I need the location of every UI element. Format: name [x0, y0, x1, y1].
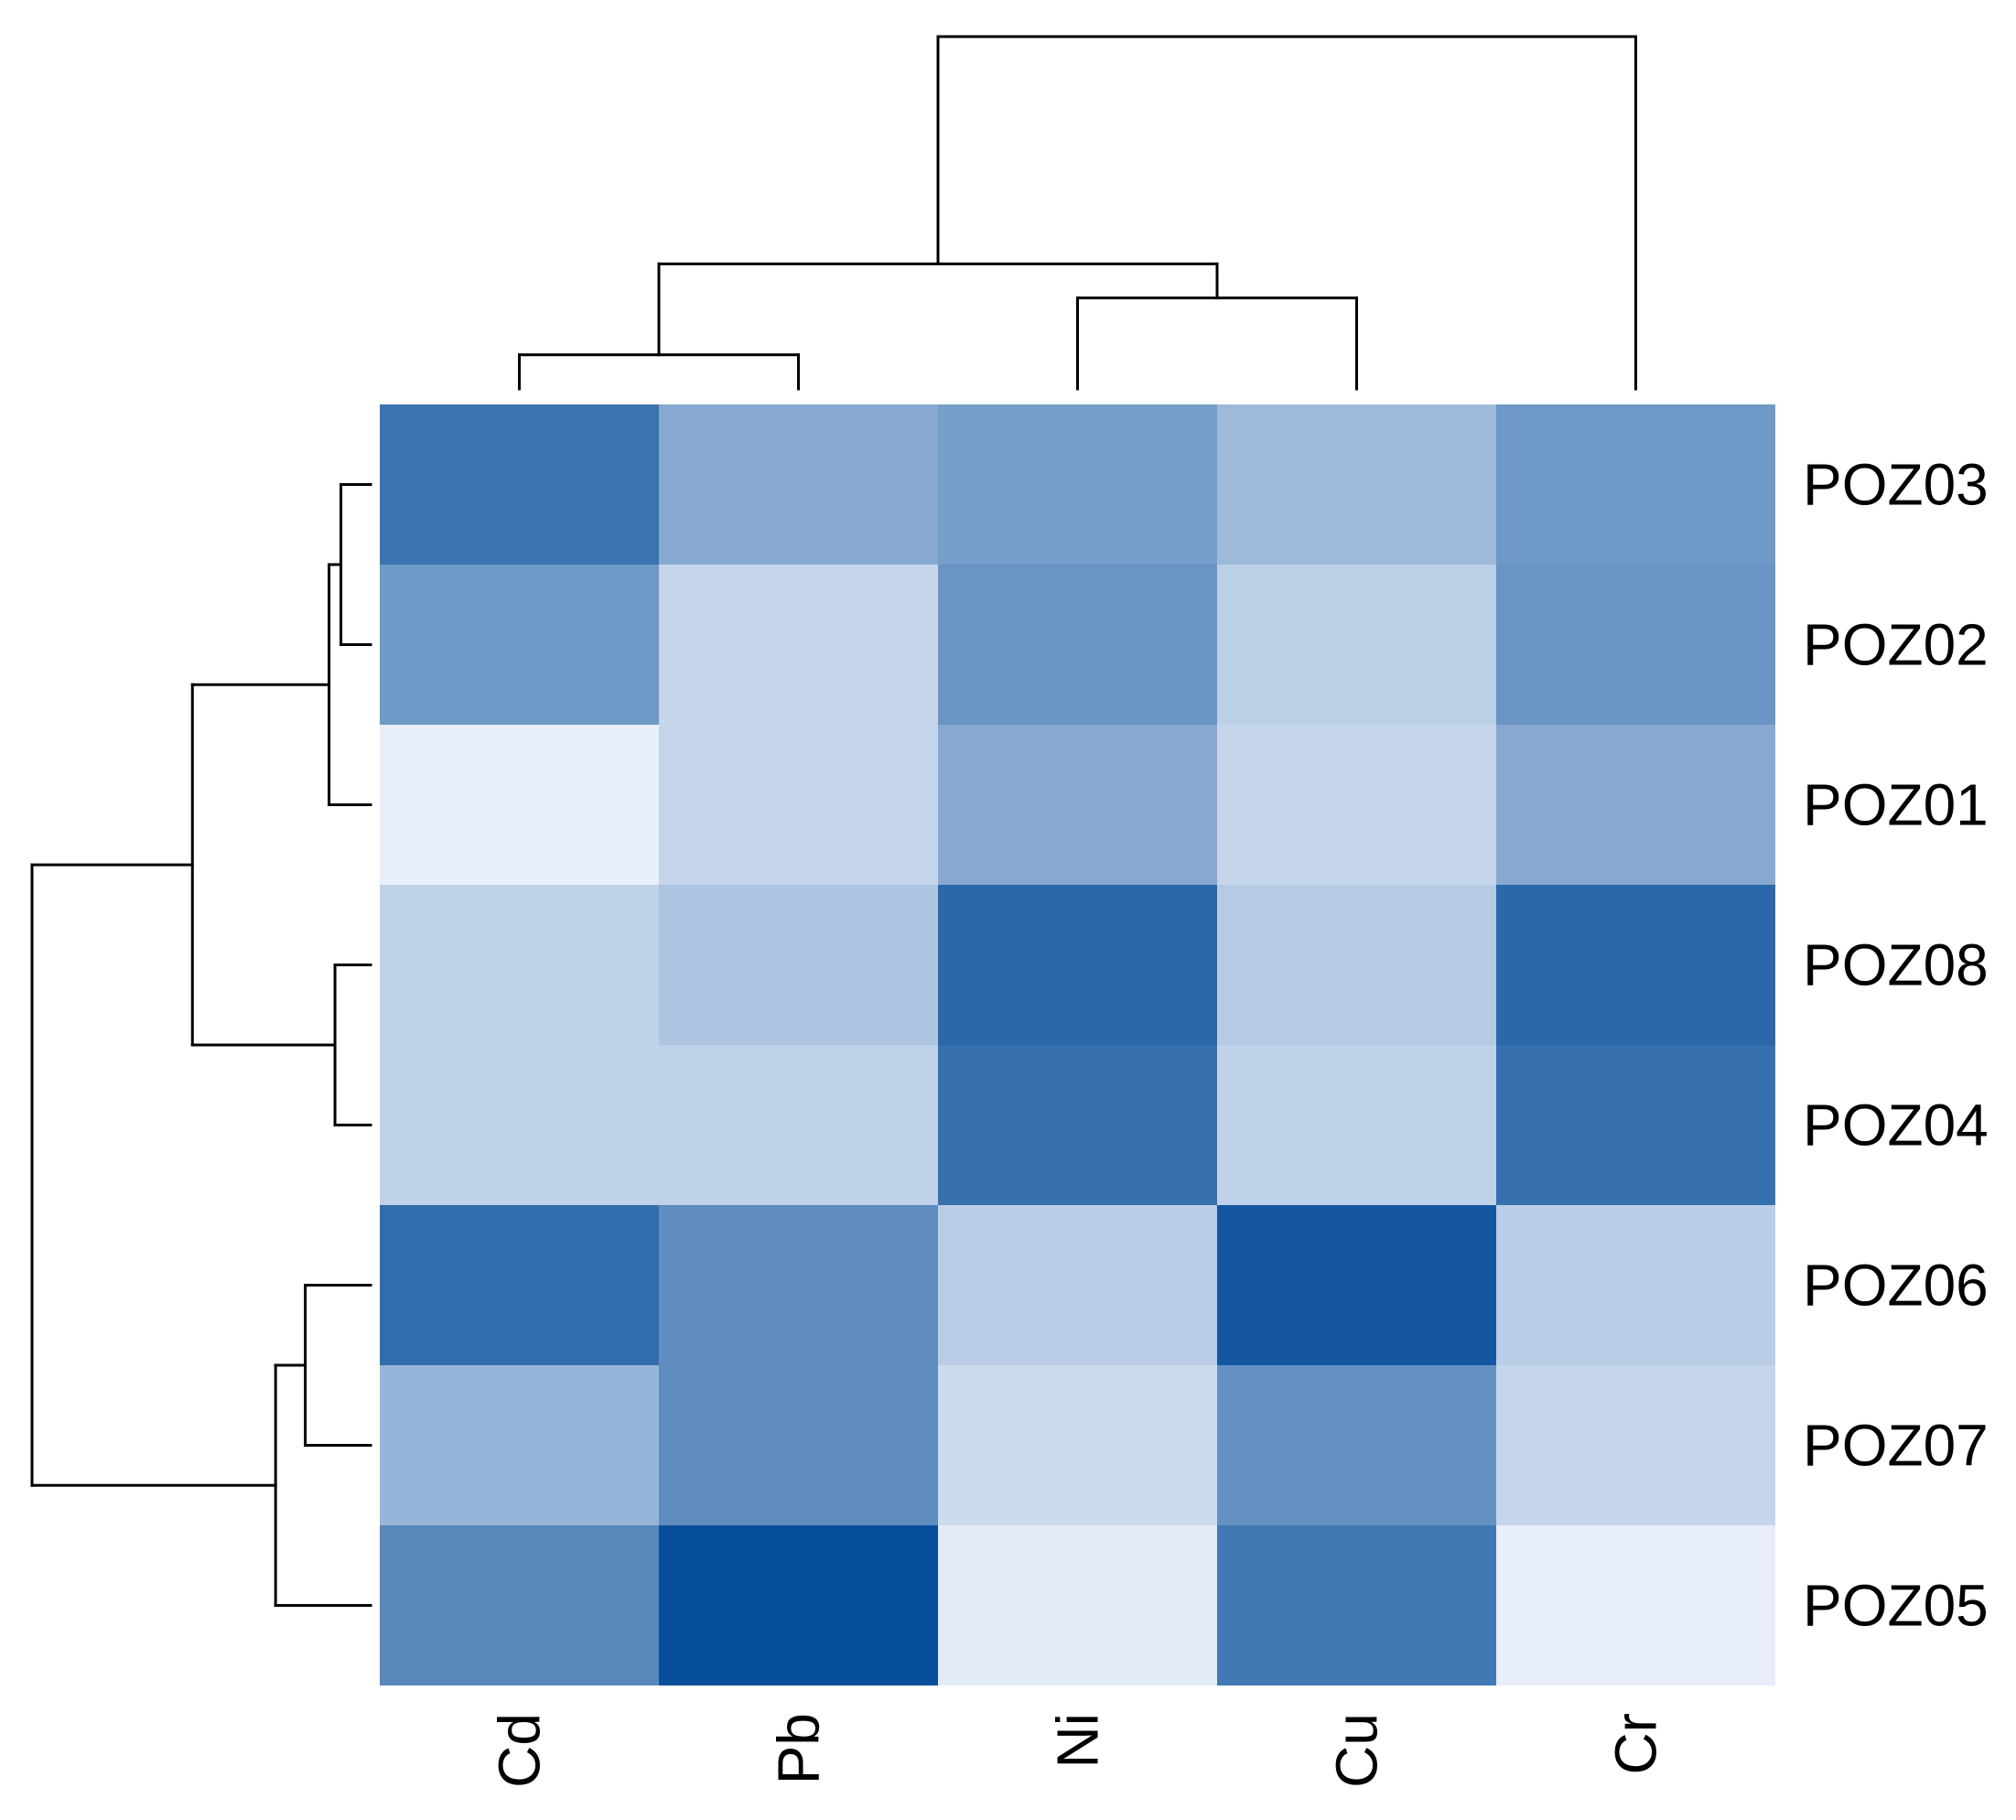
row-label-POZ05: POZ05 — [1803, 1573, 1989, 1639]
heatmap-cell-POZ03-Cd — [380, 404, 659, 565]
heatmap-cell-POZ06-Cu — [1217, 1205, 1496, 1365]
heatmap-cell-POZ08-Cd — [380, 885, 659, 1045]
heatmap-cell-POZ01-Ni — [938, 725, 1217, 885]
row-labels: POZ03 POZ02 POZ01 POZ08 POZ04 POZ06 POZ07 POZ05 — [1803, 452, 1989, 1639]
heatmap-cell-POZ03-Pb — [659, 404, 938, 565]
heatmap-cell-POZ07-Cr — [1496, 1365, 1775, 1525]
heatmap-cell-POZ08-Cu — [1217, 885, 1496, 1045]
heatmap-cell-POZ06-Ni — [938, 1205, 1217, 1365]
row-label-POZ04: POZ04 — [1803, 1093, 1989, 1158]
row-label-POZ06: POZ06 — [1803, 1253, 1989, 1319]
heatmap-cell-POZ03-Cr — [1496, 404, 1775, 565]
heatmap-cell-POZ06-Cd — [380, 1205, 659, 1365]
column-label-Ni: Ni — [1045, 1713, 1111, 1768]
heatmap-cell-POZ07-Cd — [380, 1365, 659, 1525]
heatmap-cell-POZ05-Ni — [938, 1525, 1217, 1685]
row-label-POZ08: POZ08 — [1803, 932, 1989, 998]
heatmap-cell-POZ01-Cr — [1496, 725, 1775, 885]
heatmap-cell-POZ05-Cd — [380, 1525, 659, 1685]
row-label-POZ03: POZ03 — [1803, 452, 1989, 518]
heatmap-cell-POZ06-Pb — [659, 1205, 938, 1365]
column-labels: Cd Pb Ni Cu Cr — [487, 1713, 1669, 1788]
heatmap-cell-POZ08-Cr — [1496, 885, 1775, 1045]
heatmap-cell-POZ04-Pb — [659, 1045, 938, 1205]
heatmap-cell-POZ01-Cu — [1217, 725, 1496, 885]
heatmap-cell-POZ05-Pb — [659, 1525, 938, 1685]
heatmap-cell-POZ05-Cr — [1496, 1525, 1775, 1685]
column-label-Cu: Cu — [1324, 1713, 1390, 1788]
row-dendrogram — [30, 483, 372, 1607]
heatmap-cell-POZ04-Ni — [938, 1045, 1217, 1205]
heatmap-cell-POZ08-Ni — [938, 885, 1217, 1045]
heatmap-cell-POZ07-Ni — [938, 1365, 1217, 1525]
row-label-POZ01: POZ01 — [1803, 772, 1989, 838]
heatmap-cell-POZ04-Cd — [380, 1045, 659, 1205]
column-label-Cr: Cr — [1603, 1713, 1669, 1775]
column-label-Pb: Pb — [766, 1713, 832, 1784]
heatmap-cells — [380, 404, 1775, 1685]
heatmap-cell-POZ07-Cu — [1217, 1365, 1496, 1525]
column-label-Cd: Cd — [487, 1713, 553, 1788]
row-label-POZ07: POZ07 — [1803, 1413, 1989, 1479]
heatmap-cell-POZ03-Ni — [938, 404, 1217, 565]
heatmap-cell-POZ02-Ni — [938, 565, 1217, 725]
row-label-POZ02: POZ02 — [1803, 612, 1989, 678]
heatmap-cell-POZ05-Cu — [1217, 1525, 1496, 1685]
heatmap-cell-POZ04-Cr — [1496, 1045, 1775, 1205]
column-dendrogram — [518, 35, 1637, 391]
heatmap-cell-POZ03-Cu — [1217, 404, 1496, 565]
heatmap-cell-POZ06-Cr — [1496, 1205, 1775, 1365]
heatmap-cell-POZ01-Cd — [380, 725, 659, 885]
heatmap-cell-POZ02-Cr — [1496, 565, 1775, 725]
heatmap-cell-POZ02-Pb — [659, 565, 938, 725]
heatmap-cell-POZ08-Pb — [659, 885, 938, 1045]
heatmap-cell-POZ02-Cu — [1217, 565, 1496, 725]
heatmap-cell-POZ07-Pb — [659, 1365, 938, 1525]
heatmap-cell-POZ04-Cu — [1217, 1045, 1496, 1205]
heatmap-cell-POZ01-Pb — [659, 725, 938, 885]
heatmap-cell-POZ02-Cd — [380, 565, 659, 725]
